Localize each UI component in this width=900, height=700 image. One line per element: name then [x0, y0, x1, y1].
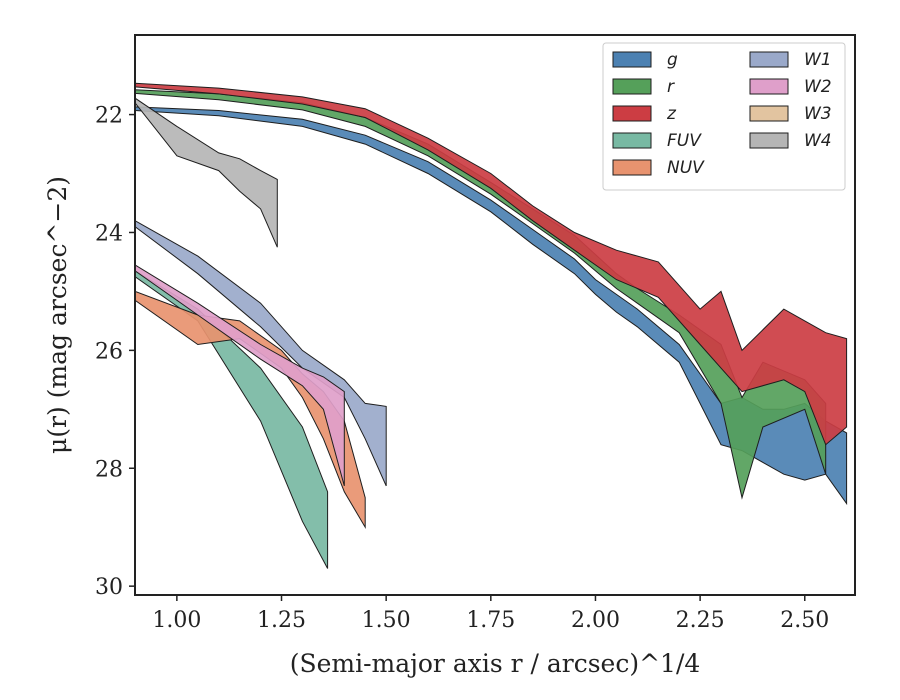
legend-entry-w2: W2 [749, 77, 832, 97]
x-tick-label: 2.25 [676, 608, 725, 633]
legend-entry-g: g [612, 50, 678, 70]
legend-swatch [612, 51, 652, 68]
band-fuv [135, 270, 329, 569]
legend-label: W3 [804, 104, 832, 124]
legend-entry-w1: W1 [749, 50, 832, 70]
legend-entry-z: z [612, 104, 677, 124]
x-tick-label: 1.75 [466, 608, 515, 633]
legend-label: W2 [804, 77, 832, 97]
x-tick-label: 1.25 [257, 608, 306, 633]
legend-entry-nuv: NUV [612, 158, 705, 178]
x-tick-label: 2.00 [571, 608, 620, 633]
legend-swatch [612, 159, 652, 176]
plot-frame [134, 34, 856, 596]
y-tick-label: 22 [95, 104, 123, 129]
y-axis-label: μ(r) (mag arcsec^−2) [43, 176, 72, 454]
legend-label: FUV [667, 131, 702, 151]
legend-swatch [749, 132, 789, 149]
band-w4 [135, 97, 278, 248]
legend-entry-w4: W4 [749, 131, 832, 151]
y-axis-ticks: 22 24 26 28 30 [95, 104, 135, 600]
x-tick-label: 1.50 [362, 608, 411, 633]
legend-label: NUV [667, 158, 705, 178]
y-tick-label: 30 [95, 575, 123, 600]
legend-entry-r: r [612, 77, 675, 97]
legend-swatch [612, 132, 652, 149]
legend: grz FUV NUV W1 W2 W3 W4 [602, 42, 846, 191]
series-areas [135, 82, 848, 569]
band-w2 [135, 264, 345, 487]
x-axis-label: (Semi-major axis r / arcsec)^1/4 [290, 649, 701, 678]
legend-label: W1 [804, 50, 832, 70]
y-tick-label: 26 [95, 339, 123, 364]
x-tick-label: 1.00 [152, 608, 201, 633]
legend-swatch [749, 105, 789, 122]
legend-entry-fuv: FUV [612, 131, 702, 151]
x-tick-label: 2.50 [780, 608, 829, 633]
legend-label: g [667, 50, 678, 70]
legend-label: W4 [804, 131, 832, 151]
y-tick-label: 24 [95, 221, 123, 246]
y-tick-label: 28 [95, 457, 123, 482]
band-g [135, 106, 848, 506]
legend-label: r [667, 77, 675, 97]
legend-swatch [612, 105, 652, 122]
band-w1 [135, 220, 387, 487]
x-axis-ticks: 1.00 1.25 1.50 1.75 2.00 2.25 2.50 [152, 595, 829, 633]
legend-label: z [666, 104, 677, 124]
legend-entry-w3: W3 [749, 104, 832, 124]
legend-swatch [612, 78, 652, 95]
legend-swatch [749, 78, 789, 95]
band-z [135, 82, 848, 446]
legend-swatch [749, 51, 789, 68]
